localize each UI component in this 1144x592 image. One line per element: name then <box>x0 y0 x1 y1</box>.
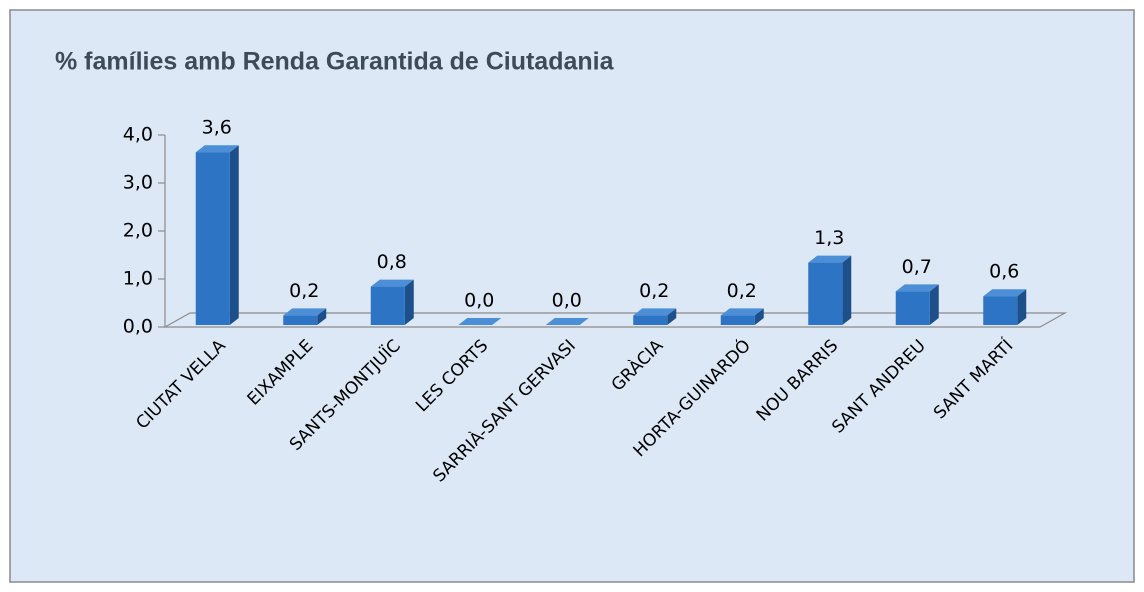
value-label: 0,0 <box>552 290 582 312</box>
bar-side <box>929 284 939 325</box>
bar-top <box>370 279 414 287</box>
bar <box>983 296 1018 325</box>
value-label: 0,8 <box>377 251 407 273</box>
value-label: 0,2 <box>639 280 669 302</box>
bar-side <box>404 279 414 325</box>
value-label: 0,6 <box>989 261 1019 283</box>
y-tick-label: 1,0 <box>123 268 153 290</box>
bar-top <box>195 145 239 153</box>
y-tick-label: 3,0 <box>123 172 153 194</box>
bar <box>633 315 668 325</box>
chart-title: % famílies amb Renda Garantida de Ciutad… <box>55 48 615 76</box>
value-label: 0,2 <box>727 280 757 302</box>
bar-top <box>983 289 1027 297</box>
bar-top <box>720 308 764 316</box>
bar-top <box>808 255 852 263</box>
bar-side <box>667 308 677 325</box>
bar-top <box>545 318 589 325</box>
bar <box>808 262 843 325</box>
bar-top <box>895 284 939 292</box>
bar-side <box>842 255 852 325</box>
y-tick-label: 2,0 <box>123 220 153 242</box>
value-label: 0,7 <box>902 256 932 278</box>
bar <box>370 286 405 325</box>
bar-side <box>317 308 327 325</box>
bar-side <box>229 145 239 325</box>
bar <box>720 315 755 325</box>
bar <box>283 315 318 325</box>
y-tick-label: 0,0 <box>123 316 153 338</box>
y-tick-label: 4,0 <box>123 124 153 146</box>
bar <box>195 152 230 325</box>
bar-top <box>283 308 327 316</box>
value-label: 0,0 <box>464 290 494 312</box>
bar-top <box>633 308 677 316</box>
value-label: 0,2 <box>289 280 319 302</box>
floor <box>162 312 1068 328</box>
value-label: 1,3 <box>814 227 844 249</box>
bar-side <box>754 308 764 325</box>
bar-top <box>458 318 502 325</box>
bar-side <box>1017 289 1027 325</box>
value-label: 3,6 <box>202 117 232 139</box>
bar <box>895 291 930 325</box>
